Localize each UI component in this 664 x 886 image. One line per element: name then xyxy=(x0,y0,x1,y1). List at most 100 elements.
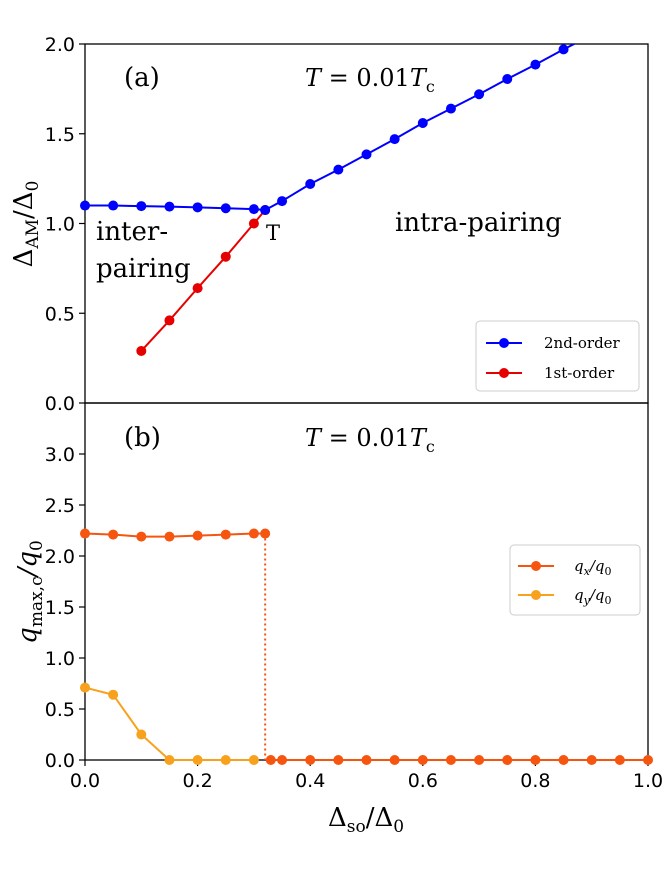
series-2nd-order-point xyxy=(260,205,271,216)
series-2nd-order-point xyxy=(305,179,316,190)
series-qx-point xyxy=(192,530,203,541)
series-2nd-order-point xyxy=(220,203,231,214)
legend-a-marker-1st xyxy=(499,368,509,378)
ytick-label-b: 2.5 xyxy=(45,495,75,517)
panel-b-label: (b) xyxy=(124,423,161,453)
legend-b-label-qy: qy/q0 xyxy=(574,586,611,607)
annotation-inter: inter- xyxy=(96,217,168,247)
series-1st-order-point xyxy=(136,345,147,356)
xtick-label-b: 1.0 xyxy=(633,770,663,792)
series-qx-zero-point xyxy=(474,755,485,765)
panel-b-xlabel: Δso/Δ0 xyxy=(328,803,404,837)
legend-a: 2nd-order 1st-order xyxy=(475,320,640,392)
series-qy-point xyxy=(192,755,203,765)
series-qx-point xyxy=(164,531,175,542)
series-2nd-order-point xyxy=(333,164,344,175)
series-qx-zero-point xyxy=(614,755,625,765)
panel-b-series xyxy=(80,528,653,765)
series-qx-zero-point xyxy=(361,755,372,765)
series-qx-zero-point xyxy=(265,755,276,765)
series-2nd-order-point xyxy=(80,200,90,211)
series-qy-point xyxy=(220,755,231,765)
legend-b-box xyxy=(509,544,641,616)
series-qx-zero-point xyxy=(445,755,456,765)
series-2nd-order-point xyxy=(389,134,400,145)
panel-b-ticks: 0.0 0.5 1.0 1.5 2.0 2.5 3.0 0.0 0.2 0.4 0.6 0.8 1.0 xyxy=(45,444,663,792)
ytick-label-a: 1.0 xyxy=(45,214,75,236)
xtick-label-b: 0.6 xyxy=(408,770,438,792)
panel-a-title: T = 0.01Tc xyxy=(305,64,435,96)
series-qy-point xyxy=(248,755,259,765)
series-2nd-order-point xyxy=(361,149,372,160)
panel-b-title: T = 0.01Tc xyxy=(305,424,435,456)
xtick-label-b: 0.4 xyxy=(295,770,325,792)
series-qx-zero-point xyxy=(333,755,344,765)
series-1st-order-point xyxy=(220,251,231,262)
series-qx-zero-point xyxy=(558,755,569,765)
ytick-label-b: 3.0 xyxy=(45,444,75,466)
annotation-triple-point: T xyxy=(266,221,280,245)
series-1st-order-point xyxy=(164,315,175,326)
ytick-label-b: 0.5 xyxy=(45,699,75,721)
panel-b: 0.00.51.01.52.02.53.00.0 0.2 0.4 0.6 0.8 1.0 … xyxy=(13,402,663,837)
annotation-intra-pairing: intra-pairing xyxy=(395,208,562,238)
xtick-label-b: 0.0 xyxy=(70,770,100,792)
legend-a-marker-2nd xyxy=(499,338,509,348)
series-2nd-order-point xyxy=(558,44,569,55)
panel-a-ylabel: ΔAM/Δ0 xyxy=(9,181,43,268)
series-2nd-order-point xyxy=(164,201,175,212)
xtick-label-b: 0.2 xyxy=(182,770,212,792)
ytick-label-b: 2.0 xyxy=(45,546,75,568)
series-1st-order-point xyxy=(192,283,203,294)
series-qx-point xyxy=(80,528,90,539)
annotation-pairing: pairing xyxy=(96,254,191,284)
panel-a-label: (a) xyxy=(124,63,160,93)
svg-text:qmax,c/q0: qmax,c/q0 xyxy=(13,540,47,644)
panel-a-yticks: 0.0 0.5 1.0 1.5 2.0 xyxy=(45,34,85,415)
legend-a-label-2nd: 2nd-order xyxy=(544,334,621,352)
legend-b-label-qx: qx/q0 xyxy=(574,557,611,578)
series-qx-zero-point xyxy=(389,755,400,765)
ytick-label-a: 1.5 xyxy=(45,124,75,146)
legend-b: qx/q0 qy/q0 xyxy=(509,544,641,616)
legend-b-marker-qy xyxy=(531,590,541,600)
series-qx-zero-point xyxy=(586,755,597,765)
series-2nd-order-point xyxy=(530,59,541,70)
series-qx-zero-point xyxy=(417,755,428,765)
panel-a-series xyxy=(80,44,577,356)
series-qx-point xyxy=(260,528,271,539)
series-2nd-order-point xyxy=(474,89,485,100)
series-qx-zero-point xyxy=(530,755,541,765)
ytick-label-a: 0.5 xyxy=(45,303,75,325)
ytick-label-b: 1.0 xyxy=(45,648,75,670)
series-2nd-order-line xyxy=(85,44,577,212)
series-qx-point xyxy=(108,529,119,540)
series-2nd-order-point xyxy=(502,74,513,85)
ytick-label-a: 0.0 xyxy=(45,393,75,415)
series-qx-zero-point xyxy=(502,755,513,765)
series-qx-zero-point xyxy=(305,755,316,765)
panel-a: 0.0 0.5 1.0 1.5 2.0 (a) T = 0.01Tc inter- pa… xyxy=(9,34,649,415)
series-qy-point xyxy=(108,689,119,700)
series-qx-point xyxy=(220,529,231,540)
ytick-label-b: 1.5 xyxy=(45,597,75,619)
legend-b-marker-qx xyxy=(531,561,541,571)
series-qx-zero-point xyxy=(643,755,653,765)
series-1st-order-point xyxy=(248,218,259,229)
series-qx-point xyxy=(136,531,147,542)
ytick-label-a: 2.0 xyxy=(45,34,75,56)
series-2nd-order-point xyxy=(136,201,147,212)
series-2nd-order-point xyxy=(445,103,456,114)
series-qy-point xyxy=(136,729,147,740)
series-2nd-order-point xyxy=(108,200,119,211)
series-2nd-order-point xyxy=(192,202,203,213)
series-qx-point xyxy=(248,528,259,539)
svg-text:ΔAM/Δ0: ΔAM/Δ0 xyxy=(9,181,43,268)
ytick-label-b: 0.0 xyxy=(45,750,75,772)
panel-b-ylabel: qmax,c/q0 xyxy=(13,540,47,644)
series-qy-point xyxy=(80,682,90,693)
xtick-label-b: 0.8 xyxy=(520,770,550,792)
series-2nd-order-point xyxy=(417,117,428,128)
series-2nd-order-point xyxy=(277,196,288,207)
